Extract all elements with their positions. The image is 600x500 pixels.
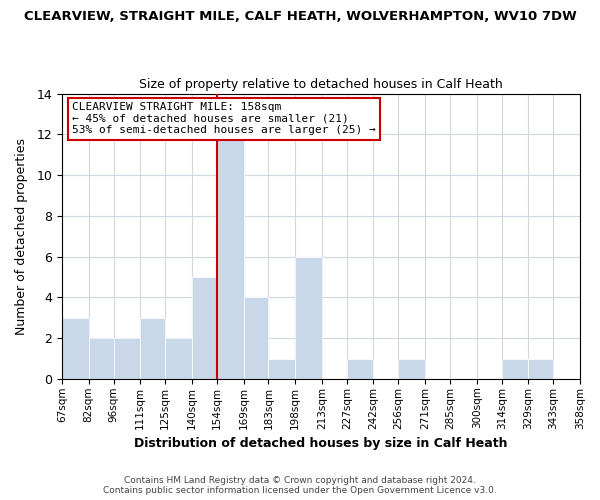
Text: CLEARVIEW, STRAIGHT MILE, CALF HEATH, WOLVERHAMPTON, WV10 7DW: CLEARVIEW, STRAIGHT MILE, CALF HEATH, WO…: [23, 10, 577, 23]
Text: CLEARVIEW STRAIGHT MILE: 158sqm
← 45% of detached houses are smaller (21)
53% of: CLEARVIEW STRAIGHT MILE: 158sqm ← 45% of…: [72, 102, 376, 136]
Bar: [529, 358, 553, 379]
Bar: [113, 338, 140, 379]
Bar: [398, 358, 425, 379]
Bar: [140, 318, 165, 379]
Bar: [502, 358, 529, 379]
Title: Size of property relative to detached houses in Calf Heath: Size of property relative to detached ho…: [139, 78, 503, 91]
Y-axis label: Number of detached properties: Number of detached properties: [15, 138, 28, 334]
Bar: [62, 318, 89, 379]
Bar: [347, 358, 373, 379]
Bar: [192, 277, 217, 379]
Bar: [268, 358, 295, 379]
Text: Contains HM Land Registry data © Crown copyright and database right 2024.
Contai: Contains HM Land Registry data © Crown c…: [103, 476, 497, 495]
Bar: [295, 256, 322, 379]
Bar: [217, 134, 244, 379]
Bar: [165, 338, 192, 379]
Bar: [89, 338, 113, 379]
X-axis label: Distribution of detached houses by size in Calf Heath: Distribution of detached houses by size …: [134, 437, 508, 450]
Bar: [244, 298, 268, 379]
